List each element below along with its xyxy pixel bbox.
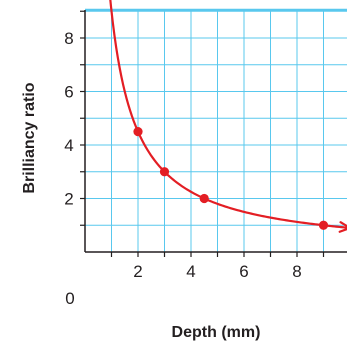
y-tick-label: 2: [64, 190, 73, 209]
y-tick-label: 4: [64, 136, 73, 155]
y-tick-label: 6: [64, 83, 73, 102]
data-point: [133, 127, 143, 137]
curve-line: [109, 0, 347, 229]
data-point: [159, 167, 170, 177]
x-tick-label: 8: [292, 262, 301, 281]
series-curve: [109, 0, 347, 233]
data-points: [133, 127, 329, 230]
x-tick-label: 2: [133, 262, 142, 281]
x-axis-title: Depth (mm): [172, 324, 261, 341]
y-axis-title: Brilliancy ratio: [21, 82, 38, 193]
y-tick-label: 8: [64, 29, 73, 48]
axes: [80, 10, 347, 257]
x-tick-label: 6: [239, 262, 248, 281]
grid: [85, 8, 347, 252]
curve-arrow-end: [338, 221, 347, 233]
x-tick-label: 4: [186, 262, 195, 281]
data-point: [199, 193, 209, 204]
data-point: [318, 220, 329, 230]
origin-label: 0: [65, 289, 74, 308]
tick-labels: 2 4 6 8 2 4 6 8: [64, 29, 301, 281]
